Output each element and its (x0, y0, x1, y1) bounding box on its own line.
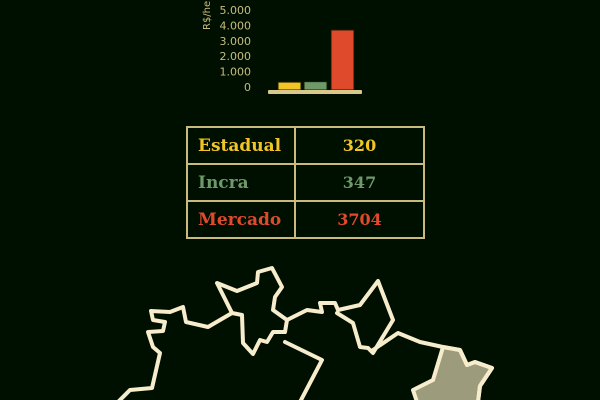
region-border (283, 340, 324, 400)
region-border (117, 305, 234, 400)
row-label-mercado: Mercado (186, 200, 296, 239)
x-axis-baseline (268, 90, 362, 94)
values-table: Estadual 320 Incra 347 Mercado 3704 (186, 126, 425, 239)
y-tick-label: 1.000 (220, 66, 252, 79)
y-tick-label: 4.000 (220, 19, 252, 32)
row-value-incra: 347 (294, 163, 425, 202)
row-value-estadual: 320 (294, 126, 425, 165)
table-row: Incra 347 (186, 163, 425, 202)
table-row: Mercado 3704 (186, 200, 425, 239)
row-label-incra: Incra (186, 163, 296, 202)
y-tick-label: 2.000 (220, 50, 252, 63)
table-row: Estadual 320 (186, 126, 425, 165)
region-border (285, 279, 395, 355)
region-border (371, 331, 494, 400)
row-value-mercado: 3704 (294, 200, 425, 239)
row-label-estadual: Estadual (186, 126, 296, 165)
y-tick-label: 5.000 (220, 4, 252, 17)
region-border (215, 266, 289, 356)
y-tick-label: 0 (244, 81, 251, 94)
y-axis-label: R$/he (202, 1, 213, 30)
bar-chart: R$/he 0 1.000 2.000 3.000 4.000 5.000 (202, 1, 362, 94)
y-tick-label: 3.000 (220, 35, 252, 48)
